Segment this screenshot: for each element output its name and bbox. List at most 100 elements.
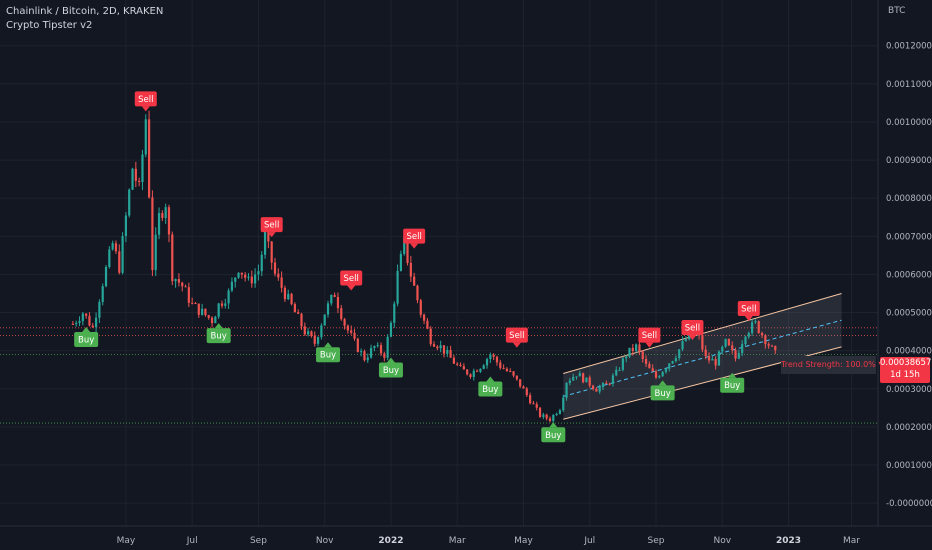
candle-body: [737, 353, 740, 359]
candle-body: [373, 346, 376, 349]
candle-body: [293, 304, 296, 313]
candle-body: [760, 332, 764, 336]
candle-body: [605, 383, 608, 385]
candle-body: [770, 345, 774, 347]
candle-body: [369, 348, 373, 358]
candle-body: [234, 277, 237, 282]
candle-body: [499, 362, 502, 368]
candle-body: [618, 369, 621, 371]
candle-body: [257, 271, 260, 275]
candle-body: [601, 383, 605, 388]
candle-body: [273, 262, 277, 274]
candle-body: [611, 375, 615, 384]
candle-body: [81, 313, 84, 322]
candle-body: [177, 279, 181, 283]
buy-signal: Buy: [316, 342, 341, 363]
candle-body: [678, 349, 681, 359]
signal-badge: [378, 362, 403, 378]
channel-middle-line: [563, 319, 842, 397]
candle-body: [118, 251, 121, 273]
signal-badge: [206, 328, 231, 344]
candle-body: [641, 351, 644, 360]
candle-body: [446, 350, 449, 354]
signal-label: Buy: [482, 385, 498, 395]
candle-body: [476, 370, 479, 372]
candle-body: [466, 369, 469, 375]
candle-body: [721, 346, 724, 352]
candle-body: [340, 308, 343, 320]
signal-label: Buy: [724, 381, 740, 391]
current-price: 0.00038657: [880, 358, 932, 368]
candle-body: [591, 385, 595, 389]
candle-body: [277, 273, 280, 278]
candle-body: [648, 363, 651, 369]
candle-body: [644, 359, 648, 364]
signal-label: Sell: [138, 95, 153, 105]
candle-body: [220, 303, 224, 306]
y-tick-label: -0.00000000: [886, 499, 932, 509]
candle-body: [532, 403, 535, 405]
y-tick-label: 0.00010000: [886, 461, 932, 471]
signal-label: Sell: [264, 221, 279, 231]
signal-badge: [340, 270, 363, 286]
bar-countdown: 1d 15h: [890, 370, 920, 380]
candle-body: [161, 213, 164, 219]
candle-body: [449, 350, 452, 358]
trend-strength-label: Trend Strength: 100.0% ▼: [781, 360, 885, 369]
candle-body: [522, 386, 525, 389]
candle-body: [154, 234, 157, 271]
candle-body: [558, 410, 562, 414]
sell-signal: Sell: [737, 300, 760, 321]
x-tick-label: Sep: [250, 536, 267, 546]
candle-body: [432, 344, 436, 347]
candle-body: [247, 276, 250, 278]
candle-body: [174, 279, 177, 282]
x-tick-label: May: [117, 536, 136, 546]
candle-body: [707, 356, 711, 361]
candle-body: [548, 418, 552, 421]
candle-body: [244, 274, 247, 278]
candle-body: [406, 237, 409, 263]
candle-body: [144, 119, 147, 155]
candle-body: [78, 321, 81, 323]
sell-signal: Sell: [638, 327, 661, 348]
indicator-name[interactable]: Crypto Tipster v2: [6, 20, 93, 31]
candle-body: [545, 414, 548, 419]
sell-signal: Sell: [260, 217, 283, 238]
candle-body: [124, 215, 128, 237]
signal-pointer: [645, 342, 654, 348]
signal-badge: [541, 427, 566, 443]
candle-body: [263, 231, 267, 255]
candle-body: [237, 272, 240, 278]
candle-body: [350, 330, 353, 333]
symbol-title[interactable]: Chainlink / Bitcoin, 2D, KRAKEN: [6, 6, 164, 17]
candle-body: [555, 413, 558, 415]
candle-body: [668, 363, 671, 369]
candle-body: [495, 356, 499, 363]
candle-body: [290, 293, 293, 305]
candle-body: [336, 296, 340, 309]
signal-label: Buy: [78, 335, 94, 345]
candle-body: [538, 407, 542, 417]
signal-badge: [74, 331, 99, 347]
x-axis[interactable]: May Jul Sep Nov 2022 Mar May Jul Sep Nov 2023 Mar: [117, 536, 861, 546]
signal-pointer: [549, 422, 558, 428]
x-tick-label: Nov: [316, 536, 334, 546]
sell-signal: Sell: [134, 91, 157, 112]
candle-body: [333, 294, 336, 297]
candle-body: [578, 373, 581, 377]
grid-lines: [0, 0, 878, 526]
candle-body: [320, 325, 323, 338]
signal-pointer: [688, 335, 697, 341]
signal-pointer: [347, 285, 356, 291]
candle-body: [184, 286, 187, 288]
candle-body: [502, 367, 505, 369]
candle-body: [224, 303, 227, 306]
candle-body: [240, 272, 243, 275]
